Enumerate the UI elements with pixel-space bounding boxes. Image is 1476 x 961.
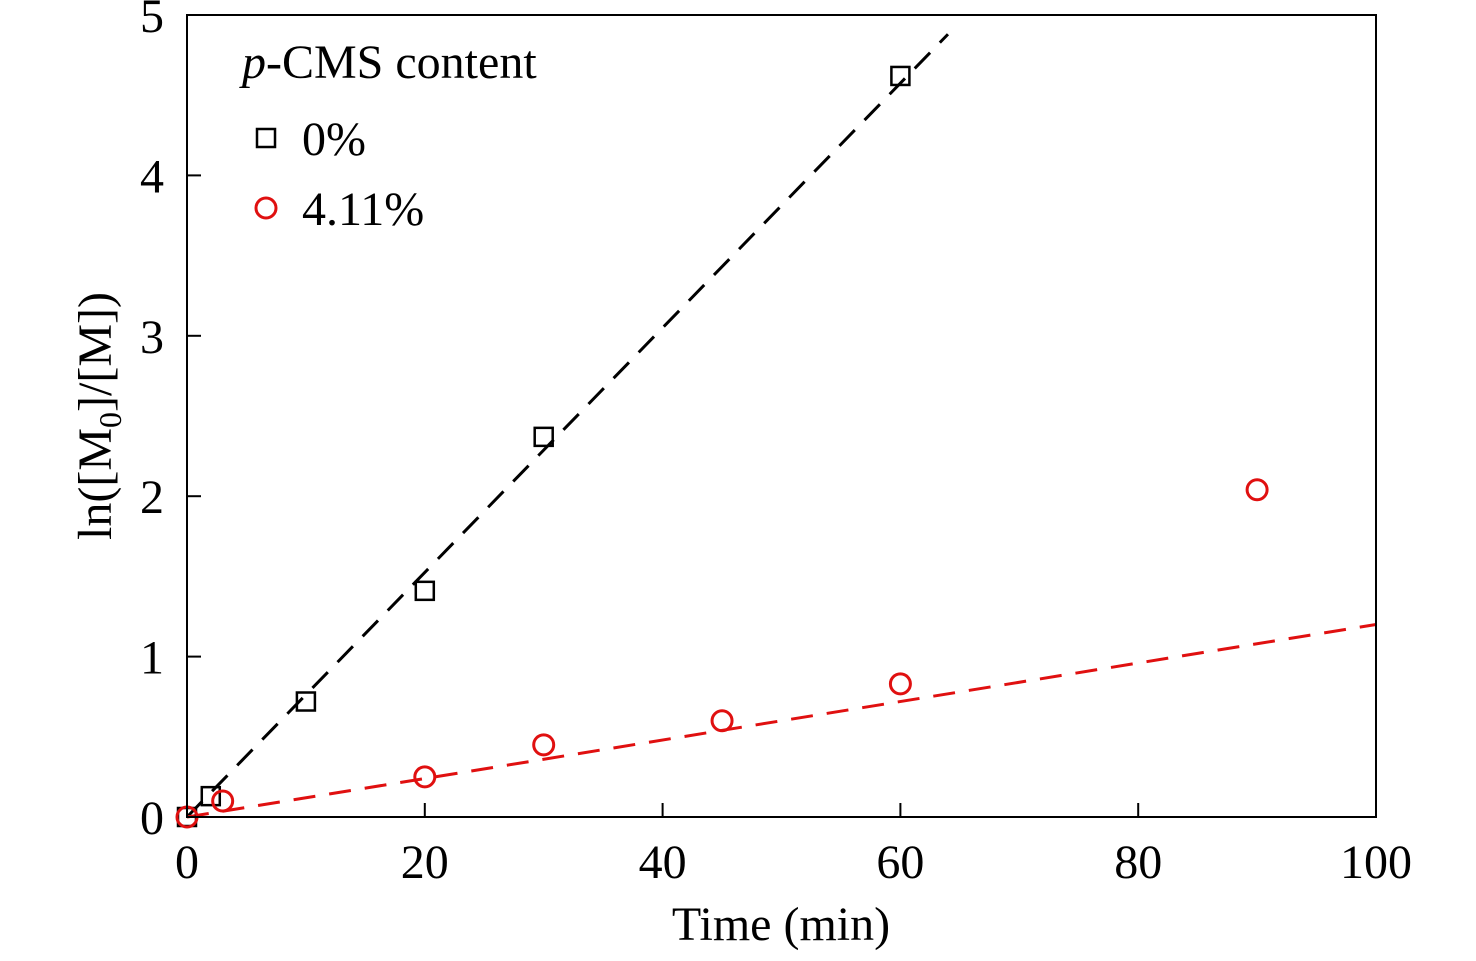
- data-point-square: [414, 580, 436, 602]
- data-point-circle: [532, 733, 556, 757]
- y-tick-label: 0: [140, 792, 164, 845]
- y-axis-label-suffix: ]/[M]): [69, 292, 122, 412]
- x-tick-label: 80: [1114, 836, 1162, 889]
- y-axis-label: ln([M0]/[M]): [69, 292, 128, 540]
- fit-line: [186, 623, 1377, 819]
- plot-frame: [186, 14, 1377, 818]
- data-point-square: [200, 785, 222, 807]
- fit-lines: [185, 33, 1377, 819]
- y-tick-label: 3: [140, 311, 164, 364]
- legend-title: p-CMS content: [239, 36, 537, 89]
- x-tick-label: 40: [639, 836, 687, 889]
- data-point-square: [890, 65, 911, 87]
- legend-label: 4.11%: [302, 183, 424, 236]
- x-tick-label: 60: [876, 836, 924, 889]
- y-axis-label-subscript: 0: [92, 412, 128, 428]
- y-tick-label: 4: [140, 150, 164, 203]
- legend-marker-square: [255, 127, 277, 149]
- y-axis-label-prefix: ln([M: [69, 428, 122, 540]
- x-tick-label: 0: [175, 836, 199, 889]
- legend-title-rest: -CMS content: [266, 36, 537, 89]
- data-point-circle: [888, 672, 912, 696]
- data-point-square: [295, 691, 317, 712]
- x-tick-label: 100: [1340, 836, 1412, 889]
- legend: p-CMS content 0% 4.11%: [239, 36, 537, 236]
- fit-line: [185, 33, 950, 819]
- legend-label: 0%: [302, 113, 366, 166]
- y-tick-label: 1: [140, 632, 164, 685]
- axis-ticks: [186, 14, 1377, 818]
- x-axis-label: Time (min): [672, 898, 890, 951]
- axis-tick-labels: 0 20 40 60 80 100 0 1 2 3 4 5: [140, 0, 1412, 889]
- x-tick-label: 20: [401, 836, 449, 889]
- data-point-square: [533, 426, 554, 448]
- y-tick-label: 5: [140, 0, 164, 43]
- legend-marker-circle: [254, 196, 278, 220]
- legend-title-italic: p: [239, 36, 266, 89]
- data-point-circle: [710, 709, 734, 733]
- legend-items: 0% 4.11%: [254, 113, 424, 236]
- data-point-circle: [211, 789, 235, 813]
- data-point-circle: [1245, 478, 1269, 502]
- data-point-circle: [413, 765, 437, 789]
- data-points: [175, 65, 1269, 829]
- y-tick-label: 2: [140, 471, 164, 524]
